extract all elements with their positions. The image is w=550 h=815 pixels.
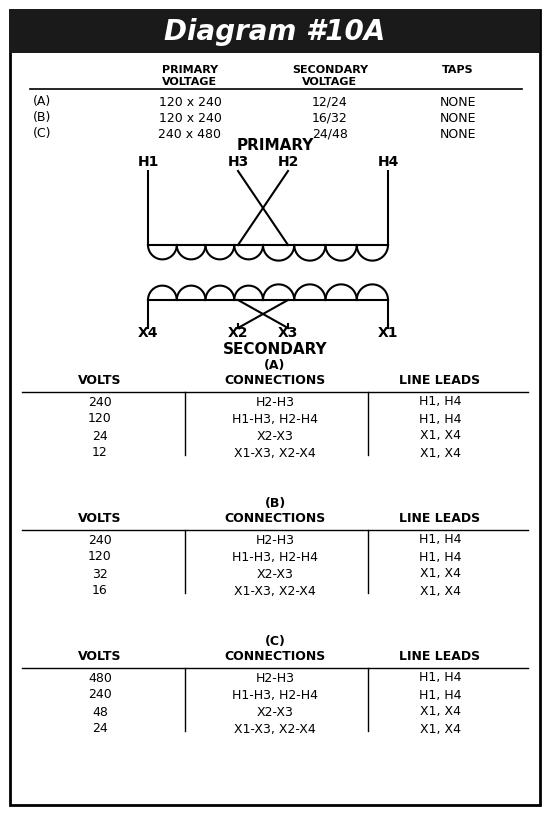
Text: 12: 12 <box>92 447 108 460</box>
Text: X1, X4: X1, X4 <box>420 447 460 460</box>
Text: 480: 480 <box>88 672 112 685</box>
Text: VOLTS: VOLTS <box>78 375 122 387</box>
Text: H2: H2 <box>277 155 299 169</box>
Text: X2-X3: X2-X3 <box>256 706 294 719</box>
Text: VOLTS: VOLTS <box>78 650 122 663</box>
Text: (C): (C) <box>265 635 285 647</box>
Text: H1, H4: H1, H4 <box>419 534 461 547</box>
Text: H3: H3 <box>227 155 249 169</box>
Text: 16/32: 16/32 <box>312 112 348 125</box>
Text: 240 x 480: 240 x 480 <box>158 127 222 140</box>
Text: H1-H3, H2-H4: H1-H3, H2-H4 <box>232 550 318 563</box>
Text: VOLTS: VOLTS <box>78 513 122 526</box>
Text: X1-X3, X2-X4: X1-X3, X2-X4 <box>234 447 316 460</box>
Text: H1-H3, H2-H4: H1-H3, H2-H4 <box>232 412 318 425</box>
Text: PRIMARY
VOLTAGE: PRIMARY VOLTAGE <box>162 65 218 87</box>
Text: (C): (C) <box>33 127 51 140</box>
Text: (B): (B) <box>33 112 51 125</box>
Text: X2-X3: X2-X3 <box>256 430 294 443</box>
Text: 240: 240 <box>88 689 112 702</box>
Text: CONNECTIONS: CONNECTIONS <box>224 375 326 387</box>
Text: SECONDARY
VOLTAGE: SECONDARY VOLTAGE <box>292 65 368 87</box>
Text: X2: X2 <box>228 326 248 340</box>
Text: H1, H4: H1, H4 <box>419 689 461 702</box>
Text: LINE LEADS: LINE LEADS <box>399 650 481 663</box>
Text: X1, X4: X1, X4 <box>420 567 460 580</box>
Text: 120 x 240: 120 x 240 <box>158 112 222 125</box>
Text: (A): (A) <box>33 95 51 108</box>
Text: 120: 120 <box>88 550 112 563</box>
Text: H1, H4: H1, H4 <box>419 550 461 563</box>
Text: H1, H4: H1, H4 <box>419 395 461 408</box>
Text: 12/24: 12/24 <box>312 95 348 108</box>
Text: H1-H3, H2-H4: H1-H3, H2-H4 <box>232 689 318 702</box>
Text: H1: H1 <box>138 155 159 169</box>
Text: (A): (A) <box>265 359 285 372</box>
Bar <box>10 10 540 53</box>
Text: Diagram #10A: Diagram #10A <box>164 18 386 46</box>
Text: CONNECTIONS: CONNECTIONS <box>224 650 326 663</box>
Text: NONE: NONE <box>440 95 476 108</box>
Text: PRIMARY: PRIMARY <box>236 138 314 152</box>
Text: X1, X4: X1, X4 <box>420 584 460 597</box>
Text: 24/48: 24/48 <box>312 127 348 140</box>
Text: X1, X4: X1, X4 <box>420 706 460 719</box>
Text: X4: X4 <box>138 326 158 340</box>
Text: H1, H4: H1, H4 <box>419 412 461 425</box>
Text: H2-H3: H2-H3 <box>256 395 294 408</box>
Text: SECONDARY: SECONDARY <box>223 341 327 356</box>
Text: H2-H3: H2-H3 <box>256 534 294 547</box>
Text: CONNECTIONS: CONNECTIONS <box>224 513 326 526</box>
Text: (B): (B) <box>265 496 285 509</box>
Text: X1: X1 <box>378 326 398 340</box>
Text: LINE LEADS: LINE LEADS <box>399 513 481 526</box>
Text: H1, H4: H1, H4 <box>419 672 461 685</box>
Text: X2-X3: X2-X3 <box>256 567 294 580</box>
Text: H4: H4 <box>377 155 399 169</box>
Text: X3: X3 <box>278 326 298 340</box>
Text: NONE: NONE <box>440 127 476 140</box>
Text: X1, X4: X1, X4 <box>420 430 460 443</box>
Text: LINE LEADS: LINE LEADS <box>399 375 481 387</box>
Text: TAPS: TAPS <box>442 65 474 75</box>
Text: 120 x 240: 120 x 240 <box>158 95 222 108</box>
Text: 240: 240 <box>88 395 112 408</box>
Text: 120: 120 <box>88 412 112 425</box>
Text: 24: 24 <box>92 723 108 735</box>
Text: 16: 16 <box>92 584 108 597</box>
Text: H2-H3: H2-H3 <box>256 672 294 685</box>
Text: 24: 24 <box>92 430 108 443</box>
Text: X1, X4: X1, X4 <box>420 723 460 735</box>
Text: NONE: NONE <box>440 112 476 125</box>
Text: 240: 240 <box>88 534 112 547</box>
Text: 32: 32 <box>92 567 108 580</box>
Text: 48: 48 <box>92 706 108 719</box>
Text: X1-X3, X2-X4: X1-X3, X2-X4 <box>234 584 316 597</box>
Text: X1-X3, X2-X4: X1-X3, X2-X4 <box>234 723 316 735</box>
